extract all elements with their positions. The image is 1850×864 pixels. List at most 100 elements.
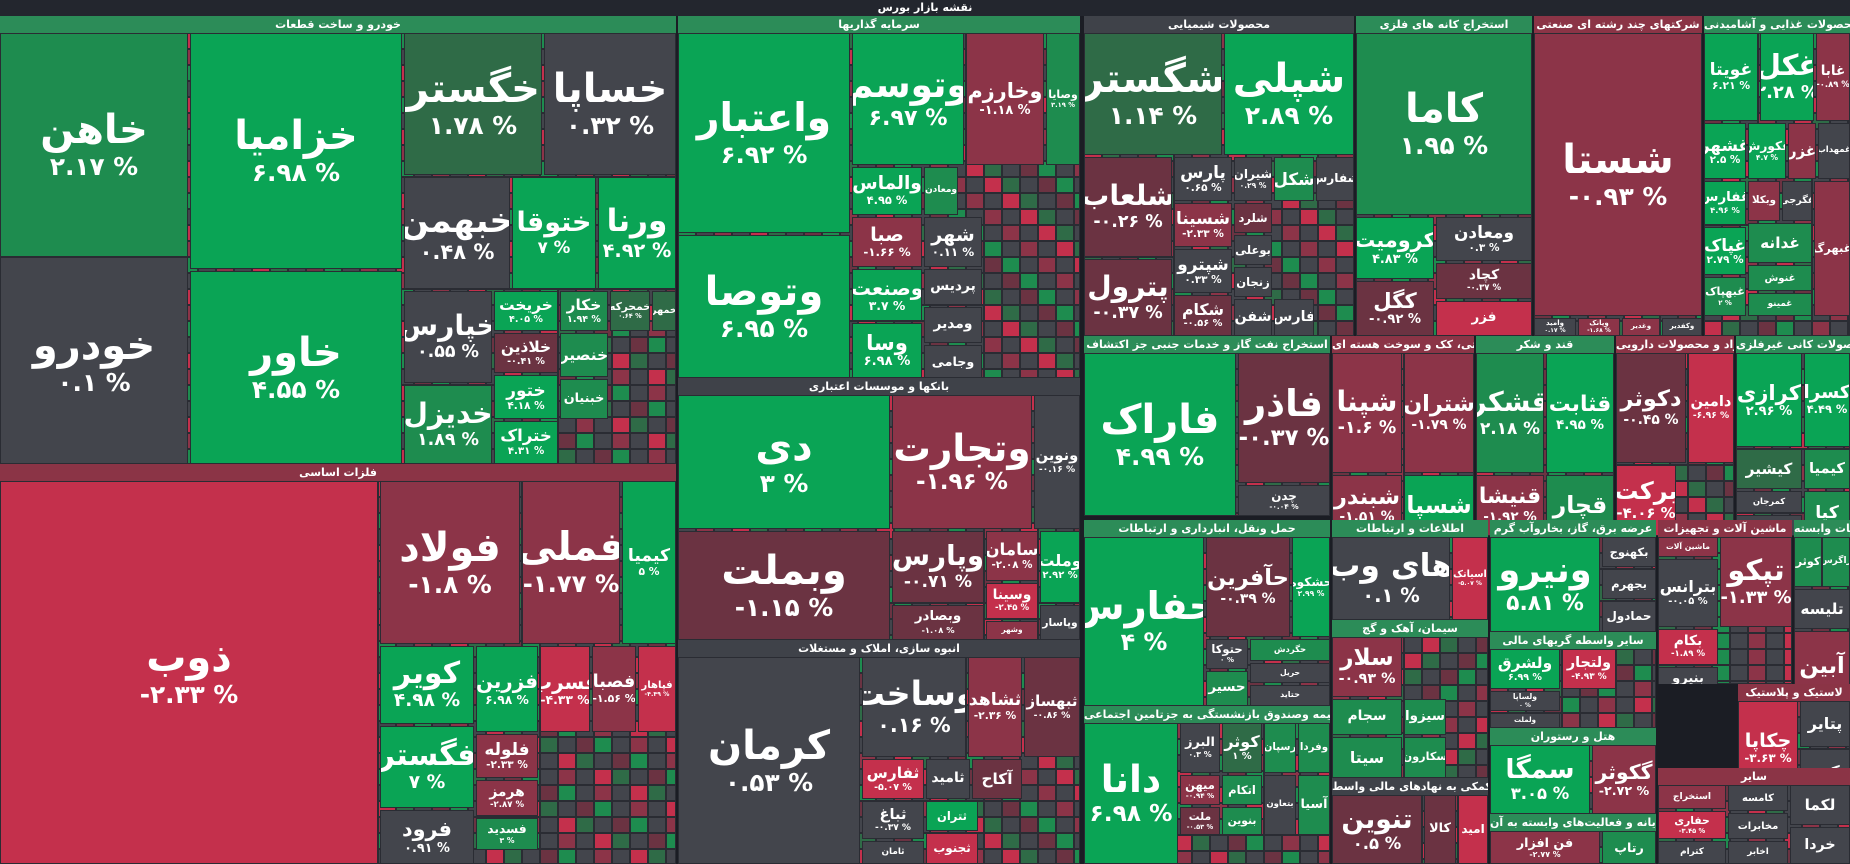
- minor-stock-tile[interactable]: [648, 785, 666, 801]
- minor-stock-tile[interactable]: [612, 369, 630, 385]
- minor-stock-tile[interactable]: [540, 833, 558, 849]
- minor-stock-tile[interactable]: [1056, 225, 1074, 241]
- minor-stock-tile[interactable]: [1038, 273, 1056, 289]
- stock-tile[interactable]: شپلی ۲.۸۹ %: [1224, 33, 1354, 155]
- minor-stock-tile[interactable]: [1002, 177, 1020, 193]
- minor-stock-tile[interactable]: [1002, 817, 1020, 833]
- minor-stock-tile[interactable]: [594, 849, 612, 864]
- stock-tile[interactable]: وبملت -۱.۱۵ %: [678, 531, 890, 640]
- stock-tile[interactable]: غنوش: [1748, 265, 1812, 291]
- minor-stock-tile[interactable]: [1300, 241, 1318, 257]
- sector-header[interactable]: فلزات اساسی: [0, 464, 676, 481]
- minor-stock-tile[interactable]: [1282, 225, 1300, 241]
- stock-tile[interactable]: خلاذین -۰.۴۱ %: [494, 333, 558, 373]
- minor-stock-tile[interactable]: [630, 801, 648, 817]
- minor-stock-tile[interactable]: [1002, 369, 1020, 378]
- minor-stock-tile[interactable]: [666, 753, 676, 769]
- minor-stock-tile[interactable]: [1704, 321, 1722, 336]
- stock-tile[interactable]: وصنعت ۳.۷ %: [852, 269, 922, 321]
- minor-stock-tile[interactable]: [648, 801, 666, 817]
- stock-tile[interactable]: غزر: [1788, 123, 1816, 179]
- minor-stock-tile[interactable]: [576, 737, 594, 753]
- minor-stock-tile[interactable]: [1336, 225, 1354, 241]
- minor-stock-tile[interactable]: [540, 737, 558, 753]
- stock-tile[interactable]: غمینو: [1748, 293, 1812, 316]
- minor-stock-tile[interactable]: [1020, 273, 1038, 289]
- minor-stock-tile[interactable]: [1020, 177, 1038, 193]
- minor-stock-tile[interactable]: [1020, 817, 1038, 833]
- stock-tile[interactable]: شفارس: [1316, 157, 1354, 201]
- minor-stock-tile[interactable]: [1282, 257, 1300, 273]
- stock-tile[interactable]: شکام -۰.۵۶ %: [1174, 295, 1232, 336]
- minor-stock-tile[interactable]: [1724, 497, 1734, 513]
- minor-stock-tile[interactable]: [558, 801, 576, 817]
- minor-stock-tile[interactable]: [1002, 833, 1020, 849]
- minor-stock-tile[interactable]: [1038, 817, 1056, 833]
- sector-header[interactable]: شرکتهای چند رشته ای صنعتی: [1534, 16, 1702, 33]
- minor-stock-tile[interactable]: [1074, 833, 1080, 849]
- minor-stock-tile[interactable]: [1336, 257, 1354, 273]
- minor-stock-tile[interactable]: [984, 209, 1002, 225]
- minor-stock-tile[interactable]: [630, 737, 648, 753]
- minor-stock-tile[interactable]: [1038, 369, 1056, 378]
- stock-tile[interactable]: صبا -۱.۶۶ %: [852, 217, 922, 267]
- minor-stock-tile[interactable]: [1318, 305, 1336, 321]
- minor-stock-tile[interactable]: [666, 401, 676, 417]
- stock-tile[interactable]: کرمان ۰.۵۳ %: [678, 657, 860, 864]
- stock-tile[interactable]: وکفدیر: [1662, 318, 1702, 336]
- minor-stock-tile[interactable]: [648, 833, 666, 849]
- minor-stock-tile[interactable]: [630, 417, 648, 433]
- minor-stock-tile[interactable]: [594, 737, 612, 753]
- stock-tile[interactable]: وسا ۶.۹۸ %: [852, 323, 922, 378]
- stock-tile[interactable]: دامین -۶.۹۶ %: [1688, 353, 1734, 463]
- minor-stock-tile[interactable]: [984, 801, 1002, 817]
- minor-stock-tile[interactable]: [612, 337, 630, 353]
- minor-stock-tile[interactable]: [1020, 305, 1038, 321]
- stock-tile[interactable]: کاما ۱.۹۵ %: [1356, 33, 1532, 215]
- minor-stock-tile[interactable]: [576, 849, 594, 864]
- minor-stock-tile[interactable]: [1706, 497, 1724, 513]
- minor-stock-tile[interactable]: [648, 385, 666, 401]
- minor-stock-tile[interactable]: [1300, 209, 1318, 225]
- stock-tile[interactable]: فسدید ۳ %: [476, 818, 538, 850]
- stock-tile[interactable]: وبصادر -۱.۰۸ %: [892, 605, 984, 640]
- stock-tile[interactable]: شکل: [1274, 157, 1314, 201]
- minor-stock-tile[interactable]: [1020, 833, 1038, 849]
- minor-stock-tile[interactable]: [1056, 257, 1074, 273]
- minor-stock-tile[interactable]: [558, 753, 576, 769]
- stock-tile[interactable]: ثامان: [862, 841, 924, 864]
- stock-tile[interactable]: وپاسار: [1040, 605, 1080, 640]
- minor-stock-tile[interactable]: [984, 193, 1002, 209]
- minor-stock-tile[interactable]: [1038, 849, 1056, 864]
- stock-tile[interactable]: ومدیر: [924, 307, 982, 343]
- sector-header[interactable]: مواد و محصولات دارویی: [1616, 336, 1734, 353]
- minor-stock-tile[interactable]: [1056, 193, 1074, 209]
- minor-stock-tile[interactable]: [612, 769, 630, 785]
- minor-stock-tile[interactable]: [1020, 241, 1038, 257]
- minor-stock-tile[interactable]: [648, 817, 666, 833]
- sector-header[interactable]: محصولات شیمیایی: [1084, 16, 1354, 33]
- minor-stock-tile[interactable]: [1002, 289, 1020, 305]
- stock-tile[interactable]: هرمز -۲.۸۷ %: [476, 780, 538, 816]
- stock-tile[interactable]: غدانه: [1748, 223, 1812, 263]
- minor-stock-tile[interactable]: [594, 817, 612, 833]
- stock-tile[interactable]: والماس ۴.۹۵ %: [852, 167, 922, 215]
- minor-stock-tile[interactable]: [1020, 369, 1038, 378]
- minor-stock-tile[interactable]: [1056, 785, 1074, 801]
- minor-stock-tile[interactable]: [1020, 337, 1038, 353]
- minor-stock-tile[interactable]: [1020, 289, 1038, 305]
- stock-tile[interactable]: دی ۳ %: [678, 395, 890, 529]
- minor-stock-tile[interactable]: [1056, 833, 1074, 849]
- minor-stock-tile[interactable]: [648, 849, 666, 864]
- sector-header[interactable]: بانکها و موسسات اعتباری: [678, 378, 1080, 395]
- minor-stock-tile[interactable]: [612, 817, 630, 833]
- stock-tile[interactable]: وبکلا: [1748, 181, 1780, 221]
- minor-stock-tile[interactable]: [594, 449, 612, 464]
- stock-tile[interactable]: وامید ۰.۱۷ %: [1534, 318, 1576, 336]
- minor-stock-tile[interactable]: [1074, 849, 1080, 864]
- minor-stock-tile[interactable]: [1318, 321, 1336, 336]
- minor-stock-tile[interactable]: [558, 785, 576, 801]
- minor-stock-tile[interactable]: [504, 849, 522, 864]
- minor-stock-tile[interactable]: [666, 433, 676, 449]
- minor-stock-tile[interactable]: [1038, 337, 1056, 353]
